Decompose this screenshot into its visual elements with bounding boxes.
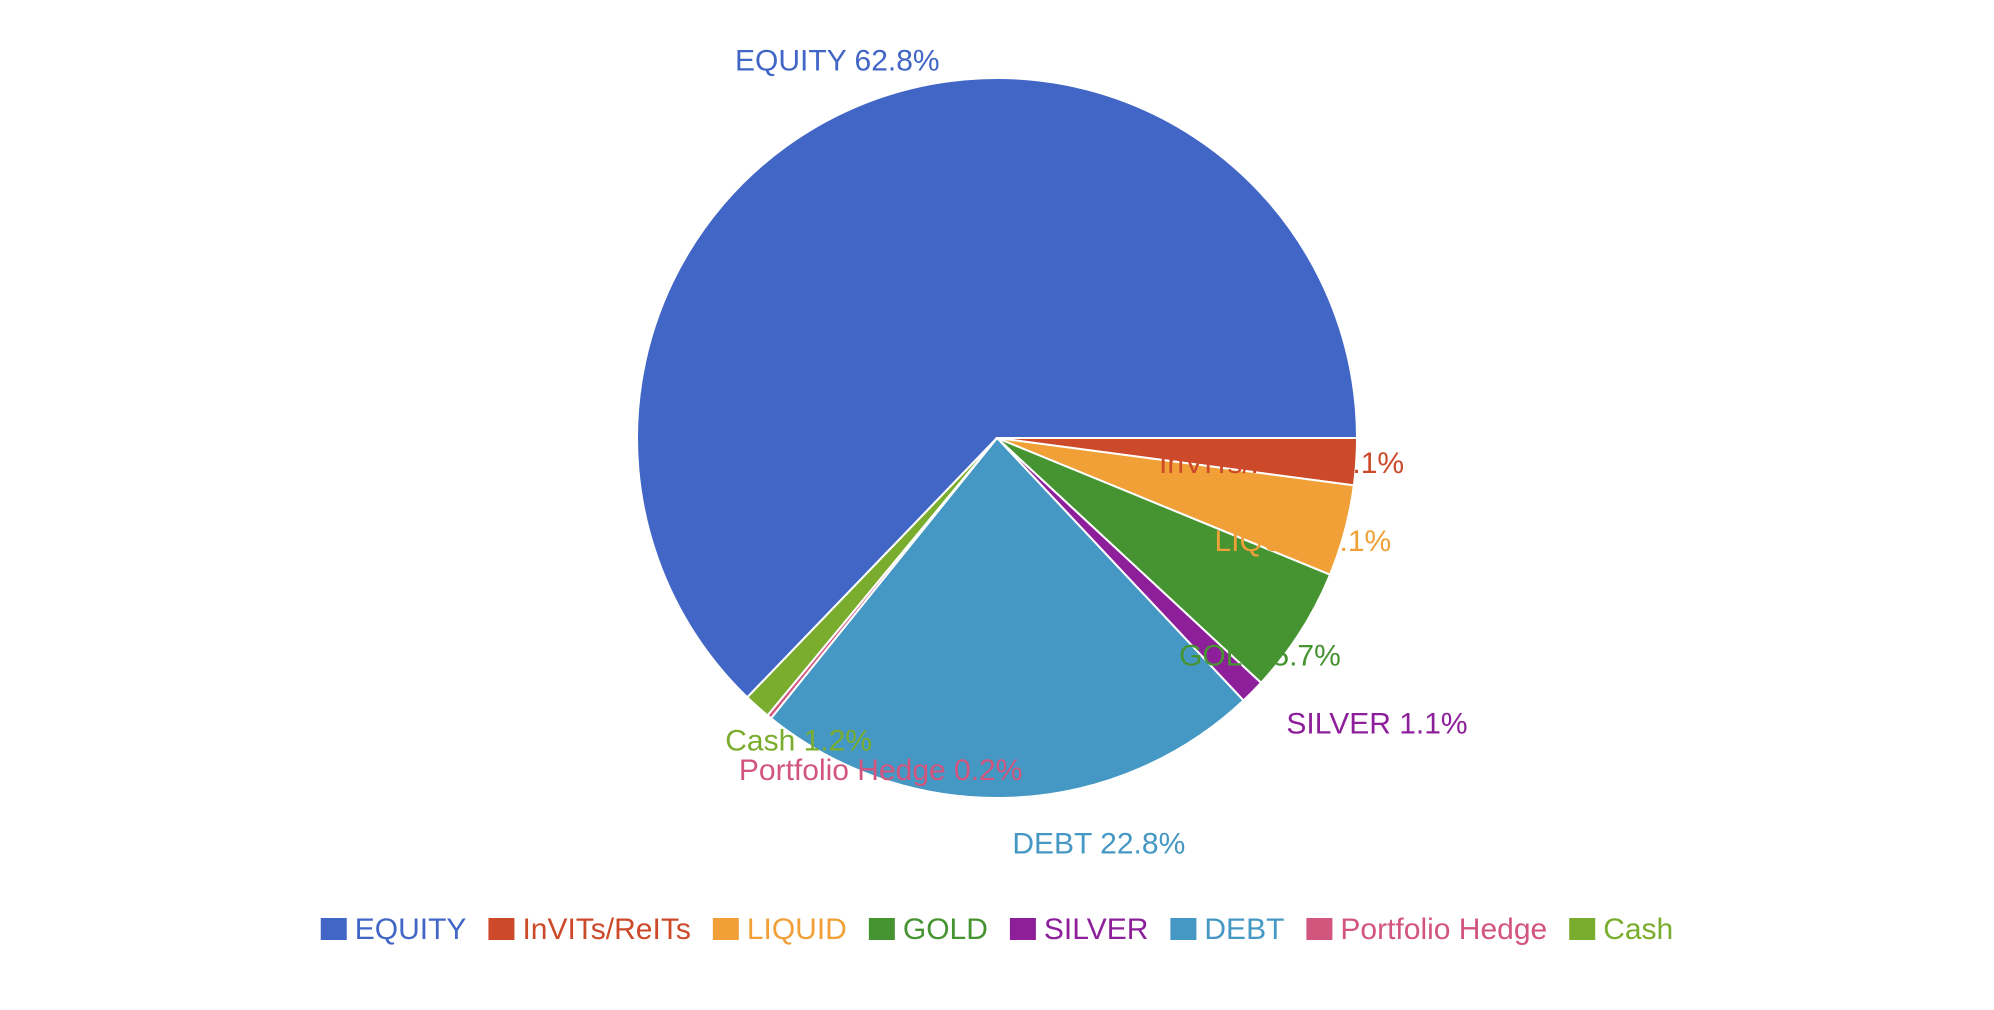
data-label-invits-reits: InVITs/ReITs 2.1% <box>1159 447 1404 480</box>
pie-slice-equity[interactable] <box>636 77 1358 699</box>
legend[interactable]: EQUITY InVITs/ReITs LIQUID GOLD SILVER DEBT Po… <box>320 913 1674 946</box>
legend-label-invits-reits: InVITs/ReITs <box>522 913 690 946</box>
legend-swatch-portfolio-hedge <box>1306 918 1333 940</box>
data-label-equity: EQUITY 62.8% <box>735 44 940 77</box>
legend-item-invits-reits[interactable]: InVITs/ReITs <box>488 913 691 946</box>
legend-swatch-silver <box>1009 918 1036 940</box>
legend-item-debt[interactable]: DEBT <box>1170 913 1284 946</box>
pie-slice-gold[interactable] <box>996 437 1332 684</box>
data-label-portfolio-hedge: Portfolio Hedge 0.2% <box>739 754 1023 787</box>
legend-swatch-gold <box>868 918 895 940</box>
pie-slices <box>636 77 1358 799</box>
data-label-silver: SILVER 1.1% <box>1286 708 1467 741</box>
legend-swatch-cash <box>1569 918 1596 940</box>
data-label-liquid: LIQUID 4.1% <box>1214 525 1391 558</box>
legend-item-portfolio-hedge[interactable]: Portfolio Hedge <box>1306 913 1547 946</box>
legend-label-gold: GOLD <box>903 913 988 946</box>
legend-swatch-liquid <box>712 918 739 940</box>
legend-swatch-invits-reits <box>488 918 515 940</box>
data-label-gold: GOLD 5.7% <box>1179 640 1341 673</box>
legend-item-silver[interactable]: SILVER <box>1009 913 1149 946</box>
legend-item-liquid[interactable]: LIQUID <box>712 913 847 946</box>
legend-label-liquid: LIQUID <box>747 913 847 946</box>
pie-labels: EQUITY 62.8% InVITs/ReITs 2.1% LIQUID 4.1%… <box>725 44 1467 860</box>
legend-swatch-equity <box>320 918 347 940</box>
legend-label-equity: EQUITY <box>355 913 467 946</box>
data-label-debt: DEBT 22.8% <box>1012 828 1185 861</box>
legend-label-debt: DEBT <box>1204 913 1284 946</box>
legend-swatch-debt <box>1170 918 1197 940</box>
legend-item-equity[interactable]: EQUITY <box>320 913 467 946</box>
legend-label-cash: Cash <box>1603 913 1673 946</box>
pie-slice-cash[interactable] <box>746 437 998 717</box>
legend-item-cash[interactable]: Cash <box>1569 913 1673 946</box>
data-label-cash: Cash 1.2% <box>725 724 872 757</box>
legend-label-silver: SILVER <box>1044 913 1149 946</box>
legend-label-portfolio-hedge: Portfolio Hedge <box>1340 913 1547 946</box>
legend-item-gold[interactable]: GOLD <box>868 913 988 946</box>
pie-slice-debt[interactable] <box>770 437 1245 799</box>
